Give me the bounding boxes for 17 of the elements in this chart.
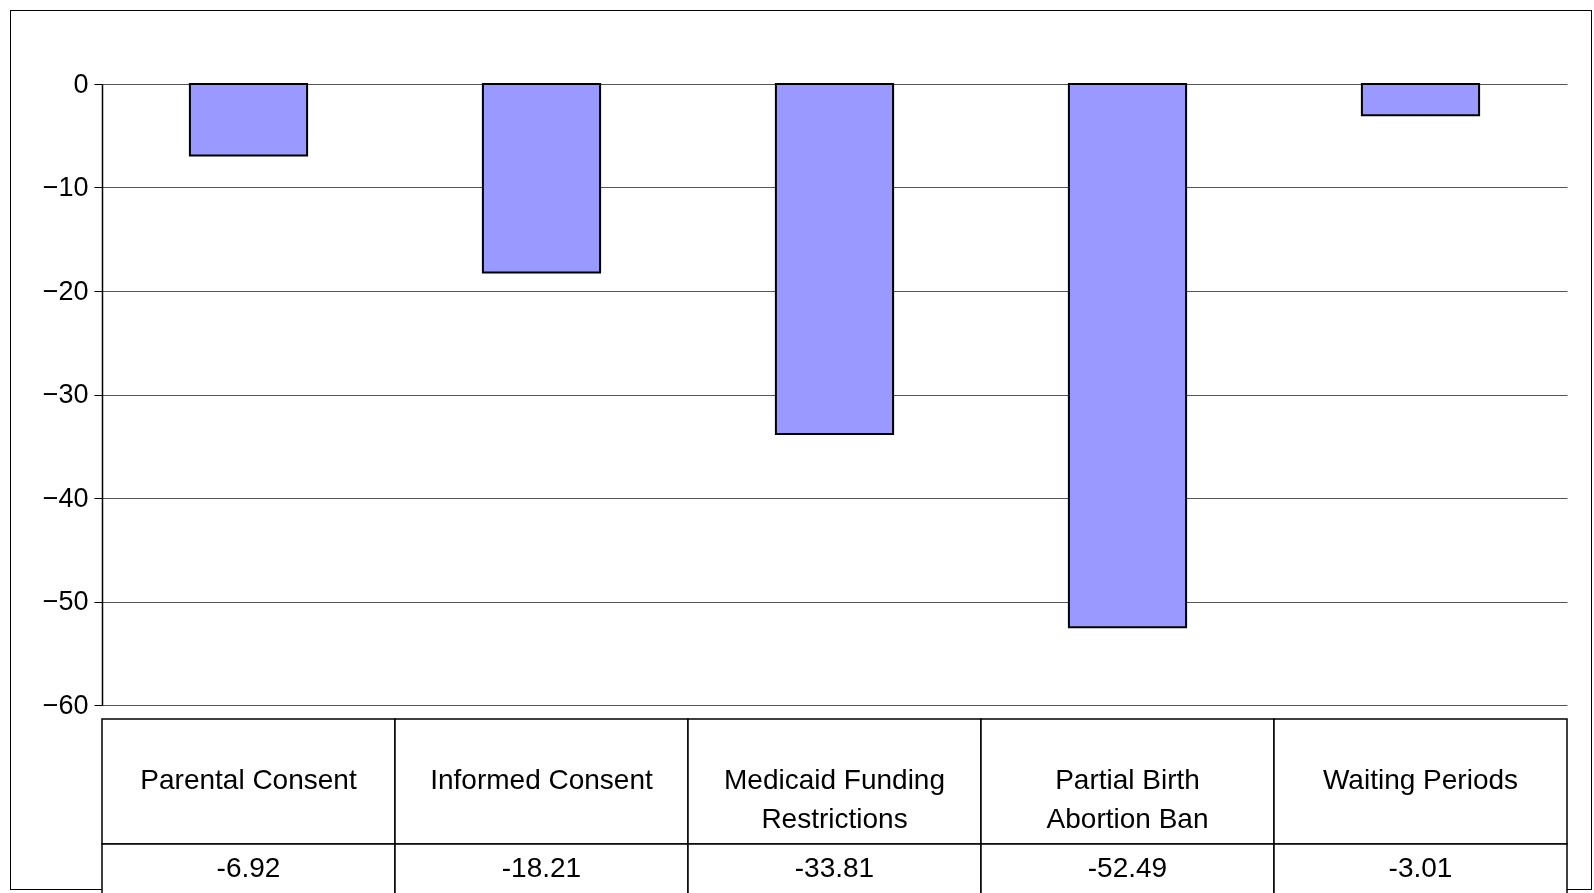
- y-tick-label: −10: [42, 172, 89, 202]
- data-label: -18.21: [501, 852, 582, 883]
- x-tick-label: Parental Consent: [140, 764, 357, 795]
- y-tick-label: −60: [42, 689, 89, 720]
- y-tick-label: −30: [42, 379, 89, 409]
- x-tick-label: Waiting Periods: [1322, 764, 1519, 795]
- x-tick-label: Partial Birth Abortion Ban: [1046, 764, 1209, 834]
- x-tick-label: Informed Consent: [430, 764, 653, 795]
- data-label: -6.92: [216, 852, 281, 883]
- y-tick-label: −50: [42, 586, 89, 616]
- x-tick-label: Medicaid Funding Restrictions: [723, 764, 946, 834]
- data-label: -52.49: [1087, 852, 1168, 883]
- y-tick-label: −40: [42, 482, 89, 513]
- data-label: -33.81: [794, 852, 875, 883]
- data-label: -3.01: [1388, 852, 1453, 883]
- y-tick-label: 0: [73, 68, 89, 99]
- y-tick-label: −20: [42, 275, 89, 306]
